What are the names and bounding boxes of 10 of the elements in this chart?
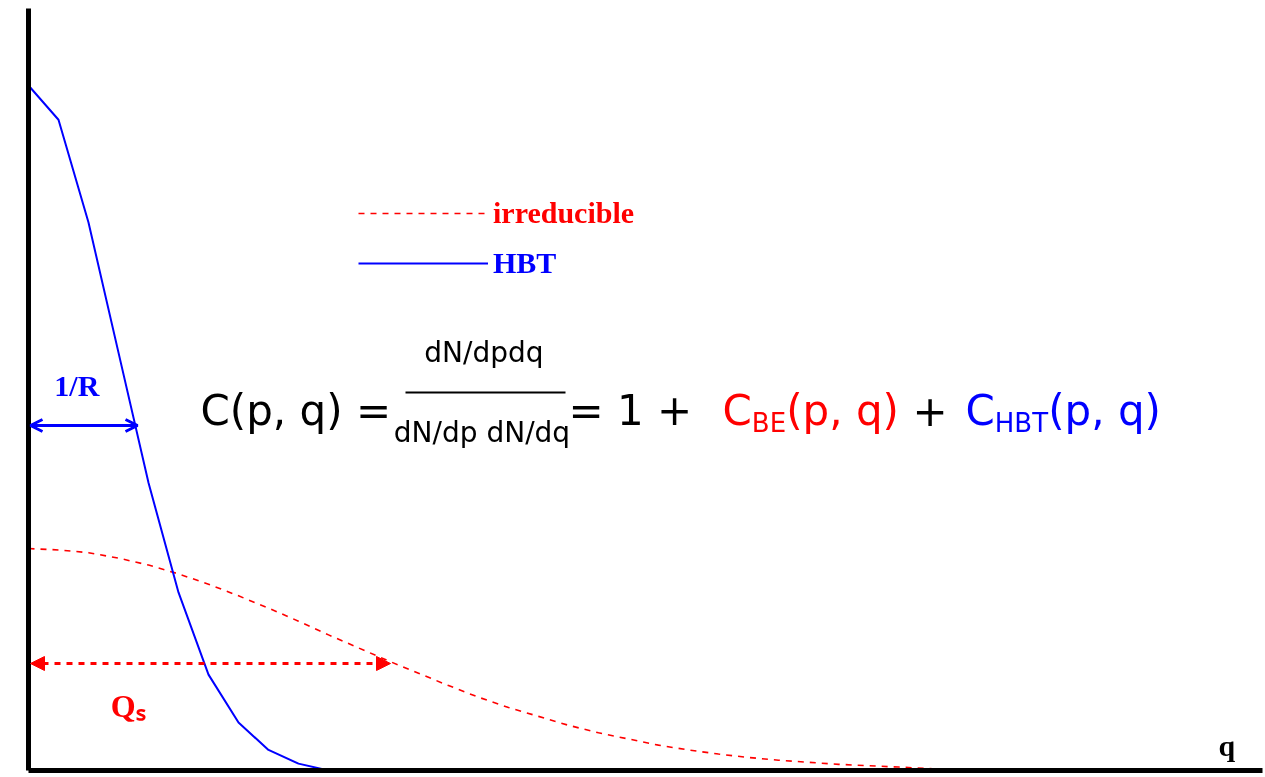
x-axis-title: q xyxy=(1218,729,1236,762)
annotation: dN/dpdq xyxy=(424,336,544,369)
legend-label: irreducible xyxy=(493,196,635,230)
annotation: Qₛ xyxy=(110,687,146,724)
annotation: 1/R xyxy=(54,369,100,402)
annotation: = 1 + xyxy=(568,386,693,435)
annotation: C(p, q) = xyxy=(200,386,392,435)
legend-label: HBT xyxy=(493,246,557,280)
annotation: dN/dp dN/dq xyxy=(393,416,571,449)
annotation: + xyxy=(912,387,948,436)
